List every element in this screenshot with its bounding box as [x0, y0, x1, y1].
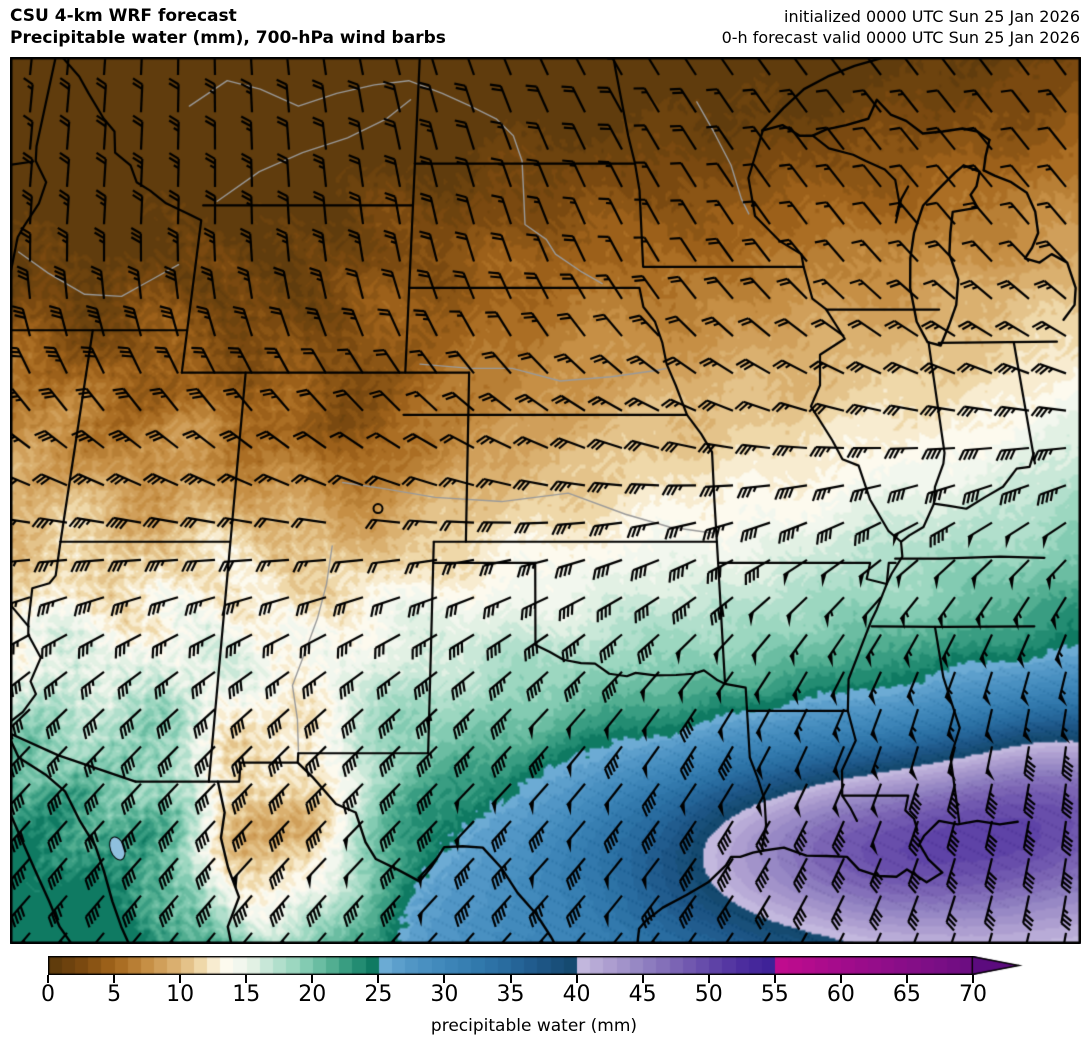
colorbar-tick-label: 55: [760, 982, 789, 1007]
figure-title-line1: CSU 4-km WRF forecast: [10, 6, 237, 26]
colorbar-tick-label: 60: [826, 982, 855, 1007]
colorbar-tick: [311, 975, 314, 983]
colorbar-tick: [245, 975, 248, 983]
colorbar-tick: [509, 975, 512, 983]
colorbar-tick: [377, 975, 380, 983]
precipitable-water-map-canvas: [10, 57, 1081, 944]
valid-time-text: 0-h forecast valid 0000 UTC Sun 25 Jan 2…: [721, 28, 1080, 47]
colorbar-tick-label: 70: [959, 982, 987, 1007]
colorbar-tick: [773, 975, 776, 983]
colorbar-tick-label: 50: [694, 982, 723, 1007]
figure-title: CSU 4-km WRF forecast Precipitable water…: [10, 5, 446, 49]
colorbar-tick: [113, 975, 116, 983]
colorbar-tick-label: 10: [166, 982, 195, 1007]
colorbar-tick: [905, 975, 908, 983]
colorbar-gradient-canvas: [48, 956, 1028, 975]
colorbar-tick: [443, 975, 446, 983]
colorbar-tick-label: 25: [364, 982, 393, 1007]
colorbar-tick-label: 45: [628, 982, 657, 1007]
map-panel: [10, 57, 1081, 944]
colorbar-tick-label: 65: [892, 982, 921, 1007]
figure-timestamps: initialized 0000 UTC Sun 25 Jan 2026 0-h…: [722, 6, 1080, 48]
colorbar-tick: [839, 975, 842, 983]
colorbar-tick-label: 35: [496, 982, 525, 1007]
colorbar-tick: [575, 975, 578, 983]
colorbar-tick: [47, 975, 49, 983]
colorbar-tick: [972, 975, 974, 983]
colorbar-tick: [641, 975, 644, 983]
colorbar-tick-label: 40: [562, 982, 591, 1007]
figure-title-line2: Precipitable water (mm), 700-hPa wind ba…: [10, 28, 446, 48]
init-time-text: initialized 0000 UTC Sun 25 Jan 2026: [784, 7, 1080, 26]
colorbar-tick: [179, 975, 182, 983]
colorbar-label: precipitable water (mm): [430, 1016, 638, 1036]
colorbar-tick-label: 30: [430, 982, 459, 1007]
colorbar-tick-label: 0: [41, 982, 55, 1007]
colorbar-tick-label: 15: [232, 982, 261, 1007]
colorbar-tick-label: 5: [107, 982, 122, 1007]
colorbar-tick-label: 20: [298, 982, 327, 1007]
colorbar-tick: [707, 975, 710, 983]
